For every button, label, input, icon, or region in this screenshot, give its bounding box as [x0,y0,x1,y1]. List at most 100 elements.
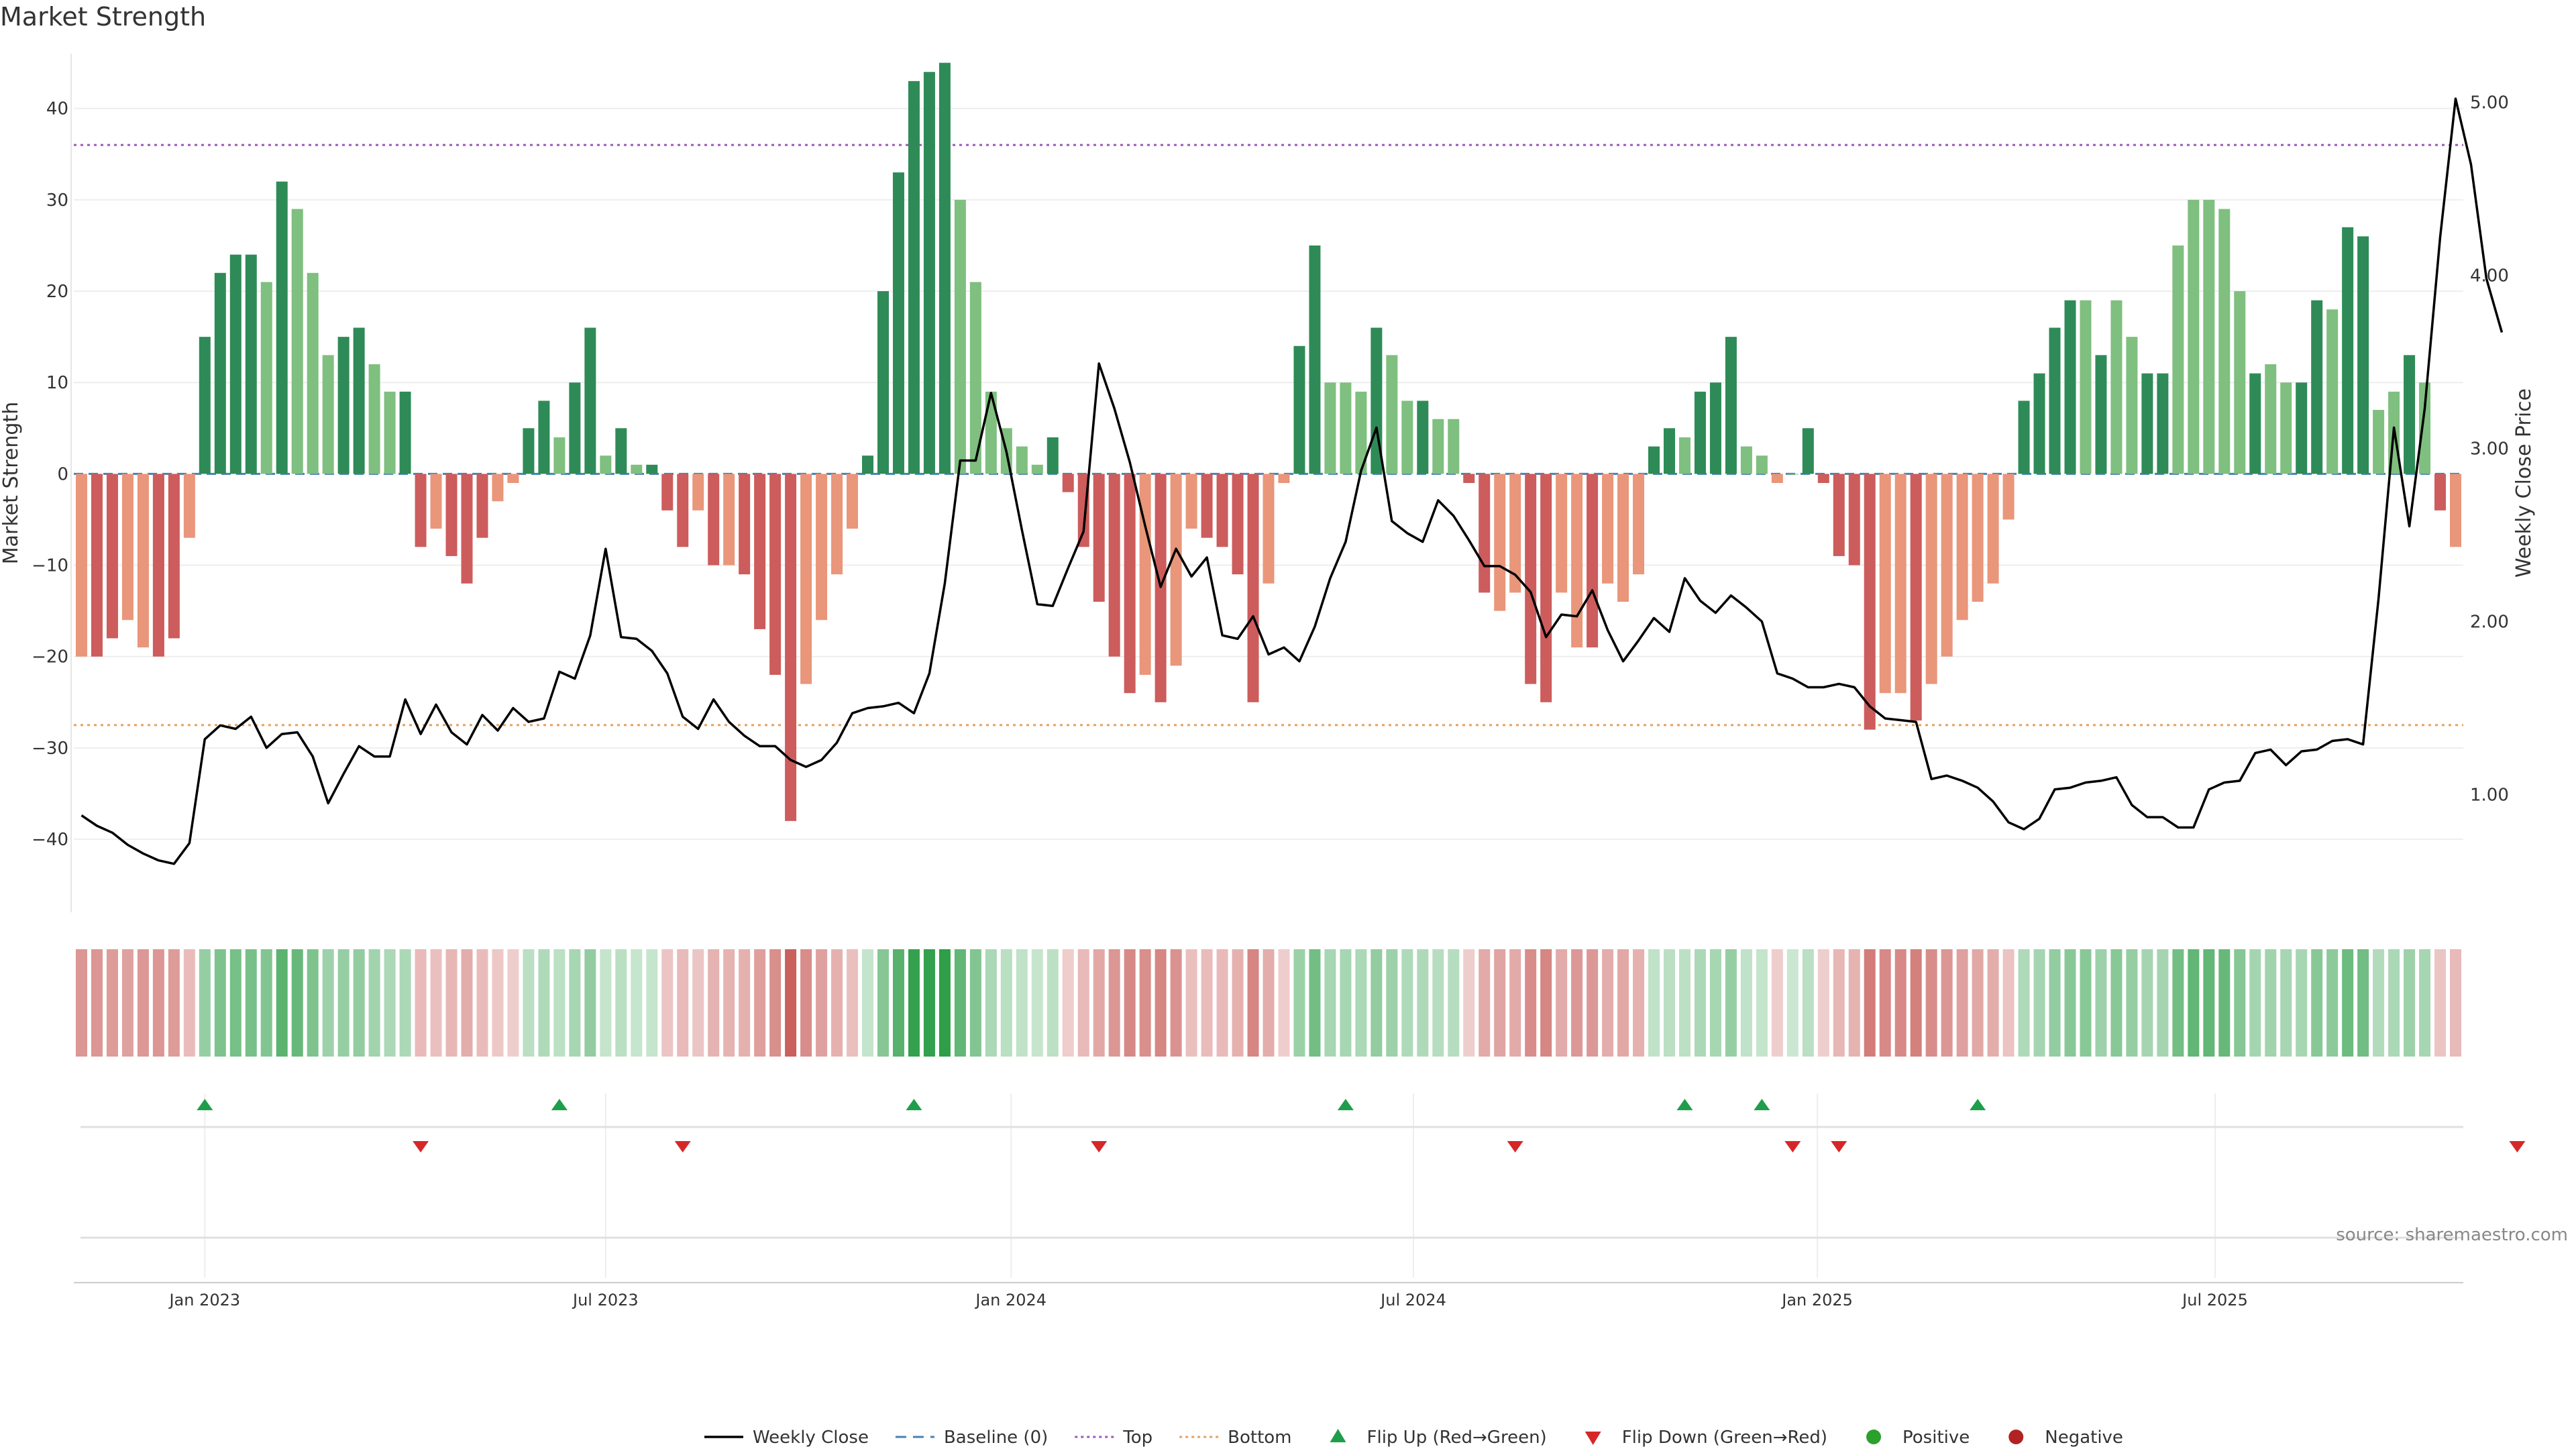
strength-bar [615,428,627,474]
heat-cell [2218,949,2231,1057]
flip-up-marker [197,1099,213,1110]
heat-cell [1587,949,1599,1057]
strength-bar [1709,382,1721,474]
strength-bar [1633,474,1645,575]
heat-cell [260,949,272,1057]
strength-bar [445,474,458,556]
strength-bar [723,474,735,566]
heat-cell [137,949,149,1057]
flip-up-marker [1754,1099,1770,1110]
heat-cell [1786,949,1799,1057]
strength-bar [492,474,504,502]
strength-bar [2296,382,2308,474]
strength-bar [368,364,380,474]
strength-bar [384,391,396,474]
heat-cell [183,949,195,1057]
heat-cell [399,949,411,1057]
heat-cell [2280,949,2292,1057]
strength-bar [1663,428,1675,474]
legend-positive-icon [1866,1430,1882,1444]
heat-cell [2126,949,2138,1057]
heat-cell [2033,949,2045,1057]
strength-bar [2373,410,2385,474]
heat-cell [2450,949,2462,1057]
heat-cell [2326,949,2339,1057]
heat-cell [1479,949,1491,1057]
strength-bar [2450,474,2462,547]
strength-bar [677,474,689,547]
strength-bar [862,455,874,474]
y-axis-title: Market Strength [0,402,23,564]
legend-flip-up-icon [1330,1429,1346,1442]
strength-bar [2203,199,2215,474]
strength-bar [2141,373,2153,474]
strength-bar [2249,373,2261,474]
strength-bar [1833,474,1845,556]
strength-bar [507,474,519,483]
heat-cell [1031,949,1043,1057]
strength-bar [1925,474,1937,684]
flip-up-marker [1676,1099,1693,1110]
heat-cell [1941,949,1953,1057]
heat-cell [1833,949,1845,1057]
y2-tick-label: 5.00 [2470,93,2509,113]
strength-bar [1093,474,1105,602]
heat-cell [723,949,735,1057]
strength-bar [1124,474,1136,694]
heat-cell [75,949,87,1057]
heat-cell [1540,949,1552,1057]
strength-bar [708,474,720,566]
y2-axis-title: Weekly Close Price [2512,388,2536,578]
heat-cell [368,949,380,1057]
heat-cell [1155,949,1167,1057]
strength-bar [1848,474,1860,566]
strength-bar [2172,245,2184,474]
x-tick-label: Jul 2023 [572,1291,639,1309]
heat-cell [291,949,303,1057]
strength-bar [2218,209,2231,474]
heat-cell [1925,949,1937,1057]
heat-cell [2265,949,2277,1057]
strength-bar [260,282,272,474]
heat-cell [1571,949,1583,1057]
strength-bar [91,474,103,657]
heat-cell [800,949,812,1057]
strength-bar [1170,474,1182,666]
heat-cell [1108,949,1120,1057]
strength-bar [584,327,596,474]
heat-cell [1139,949,1151,1057]
heat-cell [661,949,674,1057]
heat-cell [2234,949,2246,1057]
strength-bar [2080,300,2092,474]
heat-cell [461,949,473,1057]
strength-bar [1725,337,1737,474]
heat-cell [2064,949,2076,1057]
legend-label: Positive [1902,1428,1970,1448]
heat-cell [2373,949,2385,1057]
heat-cell [1802,949,1814,1057]
strength-bar [816,474,828,621]
heat-cell [384,949,396,1057]
strength-bar [2419,382,2431,474]
heat-cell [1894,949,1907,1057]
heat-cell [1509,949,1521,1057]
strength-bar [692,474,704,511]
heat-cell [1663,949,1675,1057]
strength-bar [1263,474,1275,584]
y-tick-label: 10 [46,373,68,393]
strength-bar [337,337,350,474]
strength-bar [1386,355,1398,474]
strength-bar [399,391,411,474]
strength-bar [1894,474,1907,694]
strength-bar [2064,300,2076,474]
chart-title: Market Strength [0,2,206,32]
strength-bar [1864,474,1876,730]
strength-bar [75,474,87,657]
heat-cell [1093,949,1105,1057]
strength-bar [1155,474,1167,702]
strength-bar [353,327,365,474]
heat-cell [2188,949,2200,1057]
strength-bar [2434,474,2447,511]
strength-bar [1479,474,1491,593]
strength-bar [754,474,766,629]
